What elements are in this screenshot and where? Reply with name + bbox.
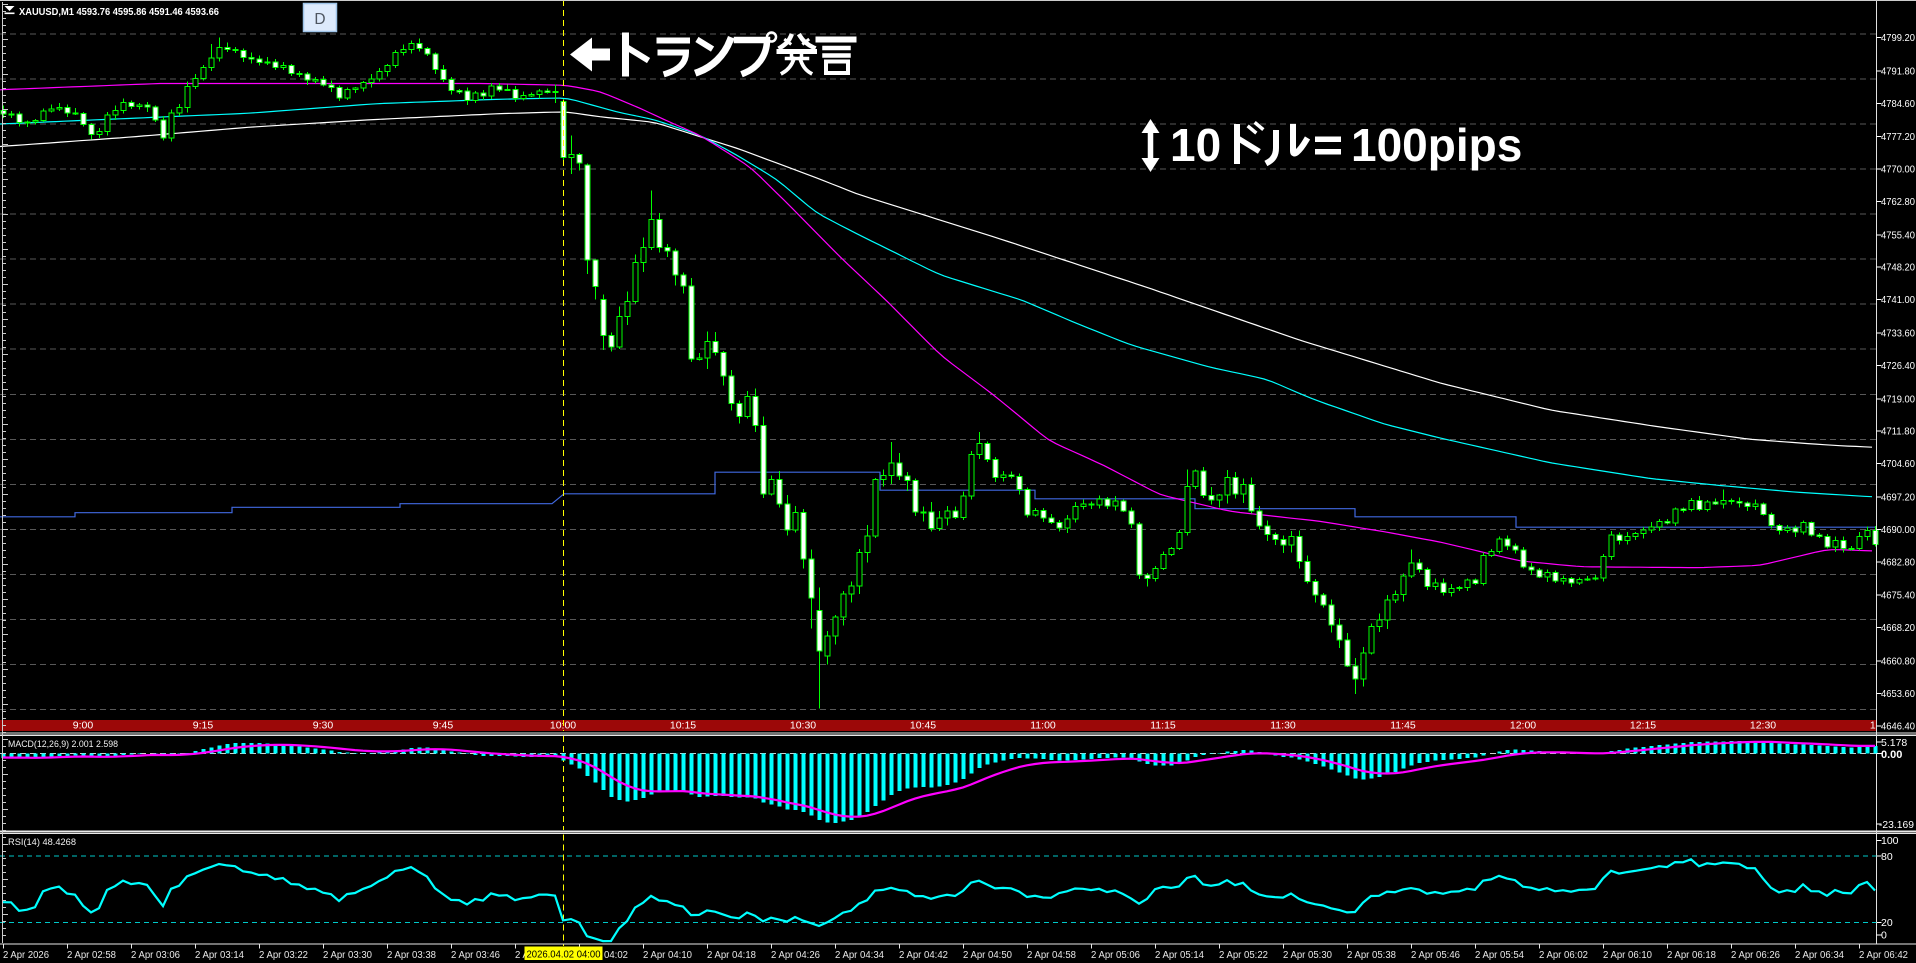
svg-text:2026.04.02 04:00: 2026.04.02 04:00 [527, 949, 601, 961]
svg-text:9:45: 9:45 [433, 720, 454, 732]
svg-text:4653.60: 4653.60 [1881, 688, 1915, 700]
svg-text:100pips: 100pips [1351, 119, 1522, 171]
svg-text:2 Apr 05:14: 2 Apr 05:14 [1155, 950, 1204, 961]
svg-text:4704.60: 4704.60 [1881, 458, 1915, 470]
svg-text:4682.80: 4682.80 [1881, 556, 1915, 568]
svg-text:9:15: 9:15 [193, 720, 214, 732]
svg-text:2 Apr 06:02: 2 Apr 06:02 [1539, 950, 1588, 961]
svg-text:4690.00: 4690.00 [1881, 524, 1915, 536]
svg-text:4733.60: 4733.60 [1881, 328, 1915, 340]
svg-text:2 Apr 03:46: 2 Apr 03:46 [451, 950, 500, 961]
svg-text:2 Apr 03:22: 2 Apr 03:22 [259, 950, 308, 961]
svg-text:2 Apr 04:50: 2 Apr 04:50 [963, 950, 1012, 961]
svg-text:2 Apr 06:18: 2 Apr 06:18 [1667, 950, 1716, 961]
svg-text:2 Apr 05:30: 2 Apr 05:30 [1283, 950, 1332, 961]
svg-text:XAUUSD,M1 4593.76 4595.86 459: XAUUSD,M1 4593.76 4595.86 4591.46 4593.6… [19, 6, 219, 18]
svg-text:2 Apr 03:06: 2 Apr 03:06 [131, 950, 180, 961]
svg-text:4697.20: 4697.20 [1881, 492, 1915, 504]
svg-text:0.00: 0.00 [1881, 749, 1902, 761]
svg-text:4784.60: 4784.60 [1881, 98, 1915, 110]
svg-text:11:45: 11:45 [1390, 720, 1416, 732]
svg-text:4646.40: 4646.40 [1881, 720, 1915, 732]
svg-text:5.178: 5.178 [1881, 737, 1907, 749]
svg-text:2 Apr 05:06: 2 Apr 05:06 [1091, 950, 1140, 961]
svg-text:9:00: 9:00 [73, 720, 94, 732]
svg-text:2 Apr 04:58: 2 Apr 04:58 [1027, 950, 1076, 961]
svg-text:2 Apr 03:30: 2 Apr 03:30 [323, 950, 372, 961]
svg-text:10:45: 10:45 [910, 720, 936, 732]
svg-text:4770.00: 4770.00 [1881, 164, 1915, 176]
svg-text:2 Apr 04:18: 2 Apr 04:18 [707, 950, 756, 961]
svg-text:4675.40: 4675.40 [1881, 590, 1915, 602]
svg-text:0: 0 [1881, 930, 1887, 942]
svg-text:2 Apr 05:22: 2 Apr 05:22 [1219, 950, 1268, 961]
svg-text:-23.169: -23.169 [1879, 819, 1914, 831]
svg-text:4799.20: 4799.20 [1881, 32, 1915, 44]
svg-text:11:00: 11:00 [1030, 720, 1056, 732]
svg-text:9:30: 9:30 [313, 720, 334, 732]
svg-text:2 Apr 06:26: 2 Apr 06:26 [1731, 950, 1780, 961]
svg-text:MACD(12,26,9) 2.001 2.598: MACD(12,26,9) 2.001 2.598 [8, 739, 118, 750]
svg-text:4711.80: 4711.80 [1881, 426, 1915, 438]
svg-text:80: 80 [1881, 851, 1893, 863]
svg-text:20: 20 [1881, 917, 1893, 929]
svg-text:11:30: 11:30 [1270, 720, 1296, 732]
svg-text:12:15: 12:15 [1630, 720, 1656, 732]
svg-text:4719.00: 4719.00 [1881, 393, 1915, 405]
svg-text:12:45: 12:45 [1870, 720, 1896, 732]
svg-text:4762.80: 4762.80 [1881, 196, 1915, 208]
svg-text:4777.20: 4777.20 [1881, 131, 1915, 143]
svg-text:10:15: 10:15 [670, 720, 696, 732]
svg-text:4791.80: 4791.80 [1881, 65, 1915, 77]
svg-text:2 Apr 04:42: 2 Apr 04:42 [899, 950, 948, 961]
svg-text:D: D [314, 11, 325, 28]
svg-text:12:00: 12:00 [1510, 720, 1536, 732]
svg-text:2 Apr 06:10: 2 Apr 06:10 [1603, 950, 1652, 961]
svg-text:2 Apr 04:26: 2 Apr 04:26 [771, 950, 820, 961]
svg-text:RSI(14) 48.4268: RSI(14) 48.4268 [8, 837, 76, 848]
svg-text:2 Apr 03:14: 2 Apr 03:14 [195, 950, 244, 961]
svg-text:2 Apr 2026: 2 Apr 2026 [3, 950, 49, 961]
svg-text:2 Apr 04:34: 2 Apr 04:34 [835, 950, 884, 961]
svg-text:11:15: 11:15 [1150, 720, 1176, 732]
svg-text:4668.20: 4668.20 [1881, 622, 1915, 634]
svg-text:12:30: 12:30 [1750, 720, 1776, 732]
svg-text:4748.20: 4748.20 [1881, 262, 1915, 274]
svg-text:4755.40: 4755.40 [1881, 229, 1915, 241]
svg-text:2 Apr 06:42: 2 Apr 06:42 [1859, 950, 1908, 961]
svg-text:10:30: 10:30 [790, 720, 816, 732]
svg-text:4741.00: 4741.00 [1881, 294, 1915, 306]
svg-text:2 Apr 05:46: 2 Apr 05:46 [1411, 950, 1460, 961]
svg-text:2 Apr 05:38: 2 Apr 05:38 [1347, 950, 1396, 961]
svg-text:100: 100 [1881, 835, 1899, 847]
svg-text:4660.80: 4660.80 [1881, 655, 1915, 667]
svg-text:2 Apr 04:10: 2 Apr 04:10 [643, 950, 692, 961]
svg-text:2 Apr 06:34: 2 Apr 06:34 [1795, 950, 1844, 961]
svg-text:2 Apr 04:02: 2 Apr 04:02 [579, 950, 628, 961]
svg-text:10: 10 [1170, 119, 1221, 171]
svg-text:2 Apr 03:38: 2 Apr 03:38 [387, 950, 436, 961]
svg-text:2 Apr 05:54: 2 Apr 05:54 [1475, 950, 1524, 961]
svg-text:2 Apr 02:58: 2 Apr 02:58 [67, 950, 116, 961]
svg-text:4726.40: 4726.40 [1881, 360, 1915, 372]
